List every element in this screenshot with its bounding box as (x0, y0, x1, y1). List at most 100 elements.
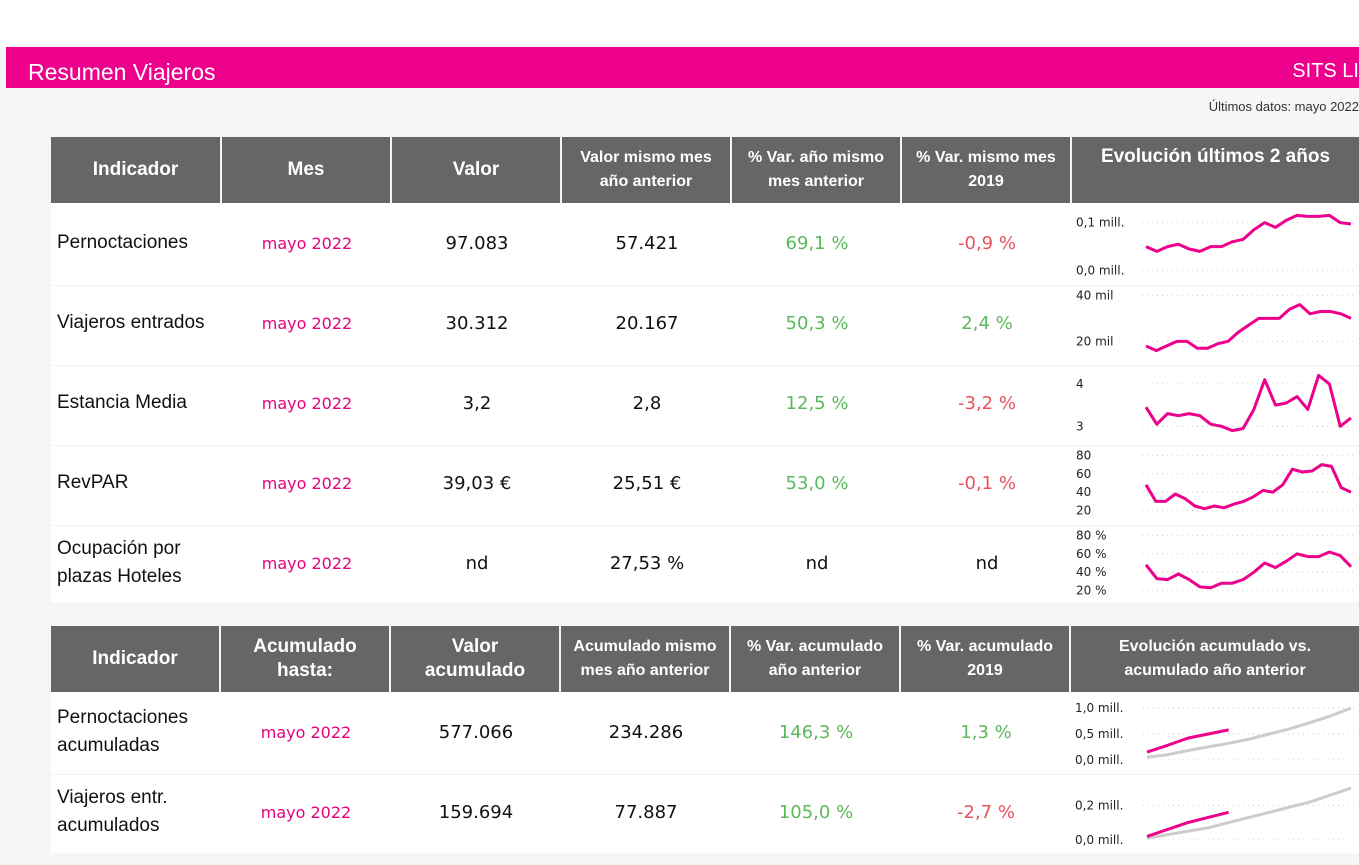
var-2019-cell: 1,3 % (960, 721, 1012, 743)
sparkline-chart: 80 % 60 % 40 % 20 % (1076, 528, 1357, 598)
table-row: Ocupación por plazas Hoteles mayo 2022 nd 2… (51, 525, 1359, 601)
previous-value-cell: 234.286 (608, 721, 684, 743)
var-year-cell: nd (805, 552, 829, 574)
var-2019-cell: 2,4 % (961, 312, 1013, 334)
value-cell: 39,03 € (442, 472, 512, 494)
value-cell: 97.083 (445, 232, 509, 254)
accumulated-table: Indicador Acumulado hasta: Valor acumula… (51, 626, 1359, 853)
spark-tick-label: 0,0 mill. (1076, 264, 1124, 278)
previous-value-cell: 77.887 (614, 801, 678, 823)
sparkline-chart: 80 60 40 20 (1076, 448, 1357, 518)
spark-line (1145, 303, 1352, 353)
spark-tick-label: 40 mil (1076, 288, 1113, 302)
month-cell: mayo 2022 (261, 313, 353, 333)
var-year-cell: 12,5 % (785, 392, 849, 414)
month-cell: mayo 2022 (260, 802, 352, 822)
last-data-label: Últimos datos: mayo 2022 (1208, 99, 1359, 114)
indicator-name: Viajeros entrados (57, 312, 205, 333)
previous-value-cell: 57.421 (615, 232, 679, 254)
table-row: Pernoctaciones acumuladas mayo 2022 577.06… (51, 694, 1359, 770)
var-2019-cell: -0,9 % (958, 232, 1016, 254)
header-valor: Valor (392, 137, 562, 203)
spark-tick-label: 80 (1076, 448, 1091, 462)
indicator-name: RevPAR (57, 472, 129, 493)
header-valor-anterior: Valor mismo mes año anterior (562, 137, 732, 203)
spark-tick-label: 20 mil (1076, 334, 1113, 348)
previous-value-cell: 20.167 (615, 312, 679, 334)
table-row: RevPAR mayo 2022 39,03 € 25,51 € 53,0 % -0,1 … (51, 445, 1359, 521)
spark-tick-label: 3 (1076, 419, 1084, 433)
value-cell: nd (465, 552, 489, 574)
var-2019-cell: nd (975, 552, 999, 574)
indicators-table: Indicador Mes Valor Valor mismo mes año … (51, 137, 1359, 602)
indicator-name: Pernoctaciones (57, 232, 188, 253)
spark-tick-label: 40 % (1076, 565, 1107, 579)
header-var-acum: % Var. acumulado año anterior (731, 626, 901, 692)
header-evolucion: Evolución últimos 2 años (1072, 137, 1359, 203)
title-banner: Resumen Viajeros SITS LI (6, 47, 1359, 88)
spark-tick-label: 0,1 mill. (1076, 216, 1124, 230)
current-year-line (1146, 810, 1229, 838)
previous-year-line (1146, 786, 1352, 840)
header-var-anio: % Var. año mismo mes anterior (732, 137, 902, 203)
month-cell: mayo 2022 (261, 393, 353, 413)
spark-tick-label: 20 % (1076, 584, 1107, 598)
indicator-name: Pernoctaciones acumuladas (57, 707, 188, 756)
sparkline-chart: 0,2 mill. 0,0 mill. (1075, 786, 1357, 847)
sits-label: SITS LI (1292, 60, 1359, 82)
sparkline-chart: 0,1 mill. 0,0 mill. (1076, 213, 1357, 278)
spark-tick-label: 0,0 mill. (1075, 753, 1123, 767)
var-year-cell: 50,3 % (785, 312, 849, 334)
indicator-name: Ocupación por plazas Hoteles (57, 538, 182, 587)
current-year-line (1146, 728, 1229, 754)
row-divider (51, 285, 1359, 286)
header-var-acum-2019: % Var. acumulado 2019 (901, 626, 1071, 692)
indicator-name: Estancia Media (57, 392, 187, 413)
header-var-2019: % Var. mismo mes 2019 (902, 137, 1072, 203)
previous-value-cell: 27,53 % (609, 552, 685, 574)
header-indicador-acum: Indicador (51, 626, 221, 692)
month-cell: mayo 2022 (260, 722, 352, 742)
header-mes: Mes (222, 137, 392, 203)
spark-line (1144, 550, 1353, 590)
table-row: Estancia Media mayo 2022 3,2 2,8 12,5 % -3,2 … (51, 365, 1359, 441)
header-indicador: Indicador (51, 137, 222, 203)
spark-tick-label: 80 % (1076, 528, 1107, 542)
spark-tick-label: 60 (1076, 467, 1091, 481)
var-2019-cell: -0,1 % (958, 472, 1016, 494)
spark-tick-label: 4 (1076, 377, 1084, 391)
sparkline-chart: 40 mil 20 mil (1076, 288, 1357, 353)
var-year-cell: 69,1 % (785, 232, 849, 254)
header-acumulado-hasta: Acumulado hasta: (221, 626, 391, 692)
header-valor-acumulado: Valor acumulado (391, 626, 561, 692)
spark-tick-label: 0,2 mill. (1075, 798, 1123, 812)
spark-tick-label: 60 % (1076, 547, 1107, 561)
indicator-name: Viajeros entr. acumulados (57, 787, 168, 836)
month-cell: mayo 2022 (261, 233, 353, 253)
value-cell: 159.694 (438, 801, 514, 823)
spark-tick-label: 20 (1076, 504, 1091, 518)
top-strip (0, 0, 1359, 46)
var-2019-cell: -2,7 % (957, 801, 1015, 823)
month-cell: mayo 2022 (261, 473, 353, 493)
var-year-cell: 105,0 % (778, 801, 854, 823)
previous-value-cell: 25,51 € (612, 472, 682, 494)
row-divider (51, 365, 1359, 366)
page-title: Resumen Viajeros (28, 59, 216, 85)
sparkline-chart: 43 (1076, 373, 1357, 433)
table-row: Viajeros entr. acumulados mayo 2022 159.69… (51, 774, 1359, 850)
previous-year-line (1146, 706, 1352, 759)
var-2019-cell: -3,2 % (958, 392, 1016, 414)
spark-line (1145, 213, 1352, 253)
var-year-cell: 53,0 % (785, 472, 849, 494)
row-divider (51, 774, 1359, 775)
sparkline-chart: 1,0 mill. 0,5 mill. 0,0 mill. (1075, 701, 1357, 767)
spark-tick-label: 40 (1076, 485, 1091, 499)
spark-tick-label: 0,0 mill. (1075, 833, 1123, 847)
month-cell: mayo 2022 (261, 553, 353, 573)
spark-line (1144, 373, 1352, 433)
spark-tick-label: 0,5 mill. (1075, 727, 1123, 741)
value-cell: 30.312 (445, 312, 509, 334)
row-divider (51, 445, 1359, 446)
spark-line (1144, 463, 1352, 511)
